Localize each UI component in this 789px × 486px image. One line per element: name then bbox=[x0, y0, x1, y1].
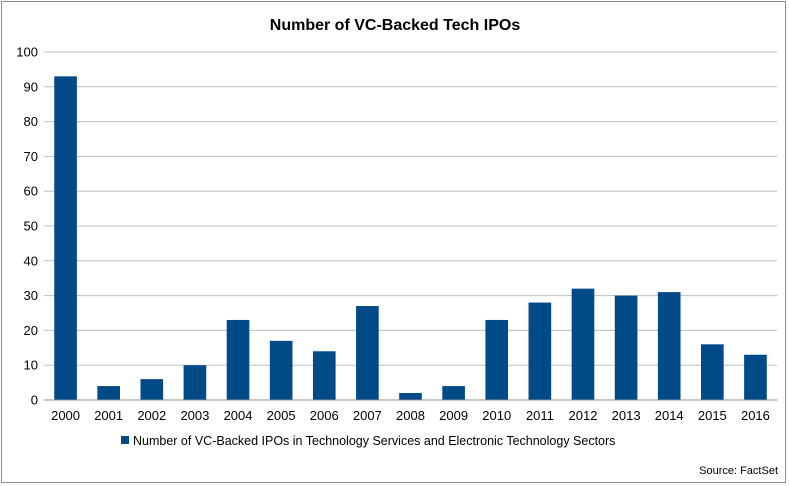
bar-2000 bbox=[54, 76, 77, 401]
legend: Number of VC-Backed IPOs in Technology S… bbox=[121, 434, 615, 448]
bar-2004 bbox=[226, 319, 250, 400]
bar-2015 bbox=[701, 344, 724, 400]
x-tick-label: 2011 bbox=[526, 408, 554, 423]
bar-2009 bbox=[442, 386, 465, 400]
bar-2003 bbox=[183, 365, 207, 400]
x-tick-label: 2010 bbox=[482, 408, 511, 423]
y-tick-label: 20 bbox=[24, 323, 38, 338]
x-tick-label: 2014 bbox=[655, 408, 684, 423]
x-tick-label: 2003 bbox=[180, 408, 209, 423]
x-tick-label: 2005 bbox=[267, 408, 296, 423]
bar-2016 bbox=[744, 354, 767, 400]
y-tick-label: 40 bbox=[24, 253, 38, 268]
bars bbox=[54, 76, 767, 401]
x-axis-ticks: 2000 2001 2002 2003 2004 2005 2006 2007 2008 2009… bbox=[51, 408, 770, 423]
y-tick-label: 10 bbox=[24, 358, 38, 373]
legend-label: Number of VC-Backed IPOs in Technology S… bbox=[133, 434, 615, 448]
x-tick-label: 2001 bbox=[94, 408, 123, 423]
x-tick-label: 2000 bbox=[51, 408, 80, 423]
y-tick-label: 100 bbox=[16, 45, 38, 60]
bar-2010 bbox=[485, 319, 509, 400]
x-tick-label: 2012 bbox=[569, 408, 598, 423]
bar-2011 bbox=[528, 302, 552, 400]
x-tick-label: 2016 bbox=[741, 408, 770, 423]
y-tick-label: 0 bbox=[31, 393, 38, 408]
y-tick-label: 60 bbox=[24, 184, 38, 199]
x-tick-label: 2013 bbox=[612, 408, 641, 423]
bar-2001 bbox=[97, 386, 120, 400]
chart-title: Number of VC-Backed Tech IPOs bbox=[270, 17, 521, 34]
source-note: Source: FactSet bbox=[699, 465, 778, 477]
x-tick-label: 2015 bbox=[698, 408, 727, 423]
x-tick-label: 2007 bbox=[353, 408, 382, 423]
bar-2013 bbox=[614, 295, 638, 400]
bar-2012 bbox=[571, 288, 595, 400]
x-tick-label: 2009 bbox=[439, 408, 468, 423]
y-tick-label: 90 bbox=[24, 79, 38, 94]
bar-2005 bbox=[269, 340, 293, 400]
bar-2007 bbox=[356, 306, 379, 400]
y-tick-label: 70 bbox=[24, 149, 38, 164]
y-axis-ticks: 0 10 20 30 40 50 60 70 80 90 100 bbox=[16, 45, 38, 408]
bar-2002 bbox=[140, 379, 164, 400]
x-tick-label: 2008 bbox=[396, 408, 425, 423]
legend-swatch bbox=[121, 436, 129, 444]
gridlines bbox=[44, 51, 777, 366]
x-tick-label: 2006 bbox=[310, 408, 339, 423]
bar-2014 bbox=[657, 292, 681, 400]
y-tick-label: 30 bbox=[24, 288, 38, 303]
y-tick-label: 80 bbox=[24, 114, 38, 129]
bar-2008 bbox=[399, 393, 422, 400]
x-tick-label: 2002 bbox=[137, 408, 166, 423]
bar-2006 bbox=[312, 351, 336, 400]
y-tick-label: 50 bbox=[24, 219, 38, 234]
x-tick-label: 2004 bbox=[224, 408, 253, 423]
